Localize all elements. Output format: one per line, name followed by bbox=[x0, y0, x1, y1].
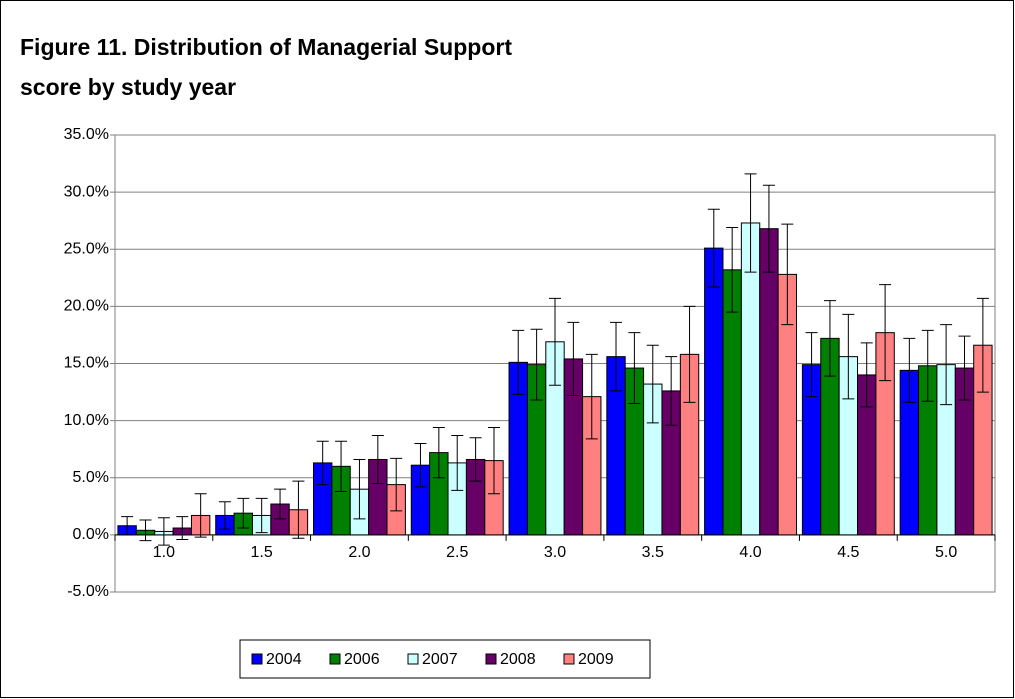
legend-swatch bbox=[407, 653, 419, 665]
error-bar bbox=[549, 297, 561, 386]
error-bar bbox=[390, 457, 403, 512]
error-bar bbox=[335, 440, 348, 492]
error-bar bbox=[121, 516, 134, 536]
y-tick-label: 30.0% bbox=[64, 183, 109, 200]
error-bar bbox=[353, 458, 366, 520]
legend-swatch bbox=[329, 653, 341, 665]
y-tick-label: 10.0% bbox=[64, 412, 109, 429]
bar bbox=[704, 247, 724, 536]
error-bar bbox=[316, 440, 329, 486]
y-tick-label: -5.0% bbox=[67, 583, 109, 600]
error-bar bbox=[610, 321, 623, 392]
error-bar bbox=[469, 437, 482, 482]
error-bar bbox=[958, 335, 971, 401]
x-tick-label: 1.0 bbox=[153, 544, 175, 561]
error-bar bbox=[860, 342, 873, 408]
error-bar bbox=[585, 353, 598, 440]
error-bar bbox=[432, 426, 445, 479]
error-bar bbox=[292, 480, 305, 539]
error-bar bbox=[683, 305, 696, 403]
error-bar bbox=[921, 329, 934, 402]
error-bar bbox=[194, 493, 207, 538]
error-bar bbox=[567, 321, 580, 396]
legend-label: 2009 bbox=[578, 651, 614, 668]
error-bar bbox=[414, 442, 427, 488]
error-bar bbox=[726, 227, 739, 313]
x-tick-label: 3.5 bbox=[642, 544, 664, 561]
y-tick-label: 35.0% bbox=[64, 126, 109, 143]
y-tick-label: 20.0% bbox=[64, 298, 109, 315]
legend-label: 2008 bbox=[500, 651, 536, 668]
bar bbox=[759, 228, 779, 536]
y-tick-label: 0.0% bbox=[73, 526, 109, 543]
x-tick-label: 5.0 bbox=[935, 544, 957, 561]
error-bar bbox=[665, 356, 678, 426]
error-bar bbox=[451, 434, 464, 491]
x-tick-label: 4.0 bbox=[739, 544, 761, 561]
error-bar bbox=[487, 426, 500, 495]
x-tick-label: 2.0 bbox=[348, 544, 370, 561]
error-bar bbox=[805, 332, 818, 398]
error-bar bbox=[139, 519, 152, 542]
error-bar bbox=[218, 501, 231, 530]
error-bar bbox=[940, 324, 953, 406]
error-bar bbox=[781, 223, 794, 326]
error-bar bbox=[762, 184, 775, 273]
legend-swatch bbox=[485, 653, 497, 665]
legend-label: 2004 bbox=[266, 651, 302, 668]
legend-swatch bbox=[251, 653, 263, 665]
error-bar bbox=[823, 300, 836, 377]
error-bar bbox=[237, 497, 250, 529]
chart-title: Figure 11. Distribution of Managerial Su… bbox=[20, 34, 512, 60]
error-bar bbox=[274, 488, 287, 520]
error-bar bbox=[744, 173, 757, 273]
error-bar bbox=[157, 517, 170, 546]
x-tick-label: 2.5 bbox=[446, 544, 468, 561]
y-tick-label: 25.0% bbox=[64, 240, 109, 257]
error-bar bbox=[255, 497, 268, 534]
x-tick-label: 3.0 bbox=[544, 544, 566, 561]
error-bar bbox=[707, 208, 720, 288]
error-bar bbox=[903, 337, 916, 403]
legend-box bbox=[239, 639, 651, 679]
error-bar bbox=[646, 344, 659, 424]
legend-label: 2007 bbox=[422, 651, 458, 668]
error-bar bbox=[976, 297, 989, 393]
error-bar bbox=[628, 332, 641, 404]
error-bar bbox=[512, 329, 525, 395]
error-bar bbox=[371, 434, 384, 484]
error-bar bbox=[879, 284, 892, 382]
legend-label: 2006 bbox=[344, 651, 380, 668]
y-tick-label: 15.0% bbox=[64, 355, 109, 372]
legend-swatch bbox=[563, 653, 575, 665]
x-tick-label: 1.5 bbox=[251, 544, 273, 561]
error-bar bbox=[530, 328, 543, 401]
y-tick-label: 5.0% bbox=[73, 469, 109, 486]
error-bar bbox=[842, 313, 855, 400]
x-tick-label: 4.5 bbox=[837, 544, 859, 561]
error-bar bbox=[176, 516, 189, 540]
chart-title: score by study year bbox=[20, 74, 236, 100]
